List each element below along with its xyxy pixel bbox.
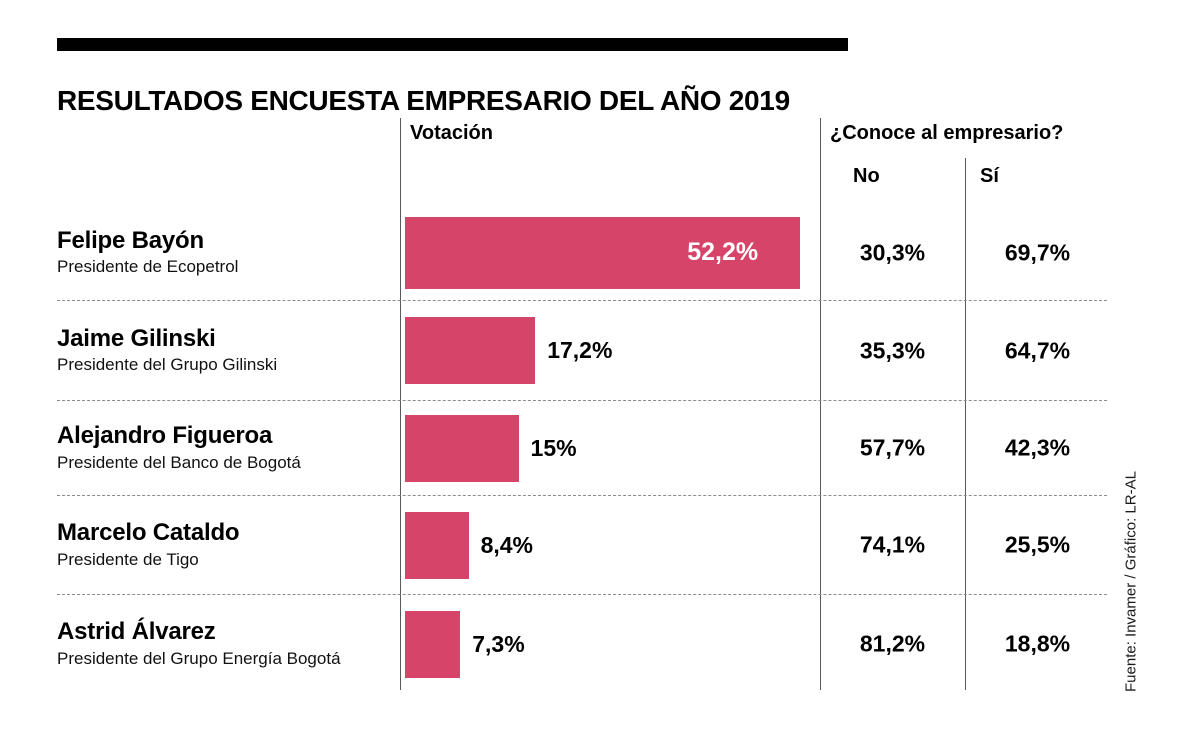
column-header-conoce: ¿Conoce al empresario? [830,122,1064,144]
column-header-votacion: Votación [410,122,493,144]
si-value: 64,7% [1004,337,1071,363]
candidate-role: Presidente de Tigo [57,549,199,569]
votacion-bar [405,317,536,384]
results-table: Felipe Bayón Presidente de Ecopetrol 52,… [57,205,1107,693]
candidate-name: Alejandro Figueroa [57,422,273,450]
divider-names-bars [400,118,401,690]
no-value: 30,3% [859,239,926,265]
candidate-name: Jaime Gilinski [57,324,216,352]
votacion-bar: 52,2% [405,216,801,289]
table-row: Astrid Álvarez Presidente del Grupo Ener… [57,595,1107,693]
votacion-value: 17,2% [547,337,613,363]
table-row: Jaime Gilinski Presidente del Grupo Gili… [57,301,1107,401]
si-value: 42,3% [1004,434,1071,461]
candidate-info: Alejandro Figueroa Presidente del Banco … [57,422,301,474]
no-value: 81,2% [859,630,926,657]
candidate-name: Marcelo Cataldo [57,519,240,547]
page-title: RESULTADOS ENCUESTA EMPRESARIO DEL AÑO 2… [57,84,790,116]
candidate-info: Marcelo Cataldo Presidente de Tigo [57,519,240,571]
si-value: 69,7% [1004,239,1071,265]
votacion-value: 15% [530,434,577,461]
divider-no-si [965,158,966,690]
table-row: Felipe Bayón Presidente de Ecopetrol 52,… [57,205,1107,301]
votacion-value: 8,4% [480,531,534,558]
no-value: 74,1% [859,531,926,558]
votacion-bar-area: 7,3% [405,595,1107,693]
candidate-name: Astrid Álvarez [57,618,216,646]
votacion-bar [405,414,519,482]
top-rule [57,38,848,51]
candidate-role: Presidente del Grupo Energía Bogotá [57,648,341,668]
candidate-info: Astrid Álvarez Presidente del Grupo Ener… [57,618,341,670]
votacion-bar-area: 52,2% [405,205,1107,300]
candidate-info: Jaime Gilinski Presidente del Grupo Gili… [57,325,277,377]
votacion-value: 52,2% [687,238,759,266]
divider-bars-no [820,118,821,690]
candidate-role: Presidente del Banco de Bogotá [57,452,301,472]
si-value: 25,5% [1004,531,1071,558]
no-value: 35,3% [859,337,926,363]
column-header-si: Sí [980,165,999,187]
candidate-role: Presidente del Grupo Gilinski [57,355,278,375]
candidate-role: Presidente de Ecopetrol [57,257,239,277]
votacion-bar [405,511,469,579]
votacion-value: 7,3% [472,630,525,657]
candidate-name: Felipe Bayón [57,226,204,254]
source-credit: Fuente: Invamer / Gráfico: LR-AL [1122,471,1140,692]
votacion-bar-area: 17,2% [405,301,1107,400]
candidate-info: Felipe Bayón Presidente de Ecopetrol [57,227,238,279]
votacion-bar [405,610,461,678]
column-header-no: No [853,165,880,187]
table-row: Marcelo Cataldo Presidente de Tigo 8,4% … [57,496,1107,595]
votacion-bar-area: 15% [405,401,1107,495]
votacion-bar-area: 8,4% [405,496,1107,594]
si-value: 18,8% [1004,630,1071,657]
table-row: Alejandro Figueroa Presidente del Banco … [57,401,1107,496]
no-value: 57,7% [859,434,926,461]
